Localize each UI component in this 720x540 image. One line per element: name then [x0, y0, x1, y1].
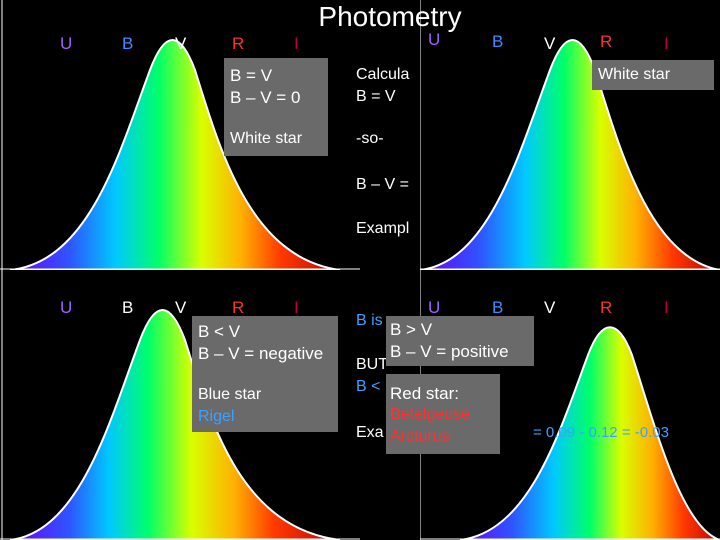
red-box-top: B > V B – V = positive	[386, 316, 534, 366]
spectrum-curve-top-right	[420, 0, 720, 270]
but-text: BUT	[356, 356, 388, 373]
band-label-v: V	[544, 34, 556, 53]
band-label-r: R	[232, 34, 245, 53]
spectrum-panel-bottom-left: U B V R I B < V B – V = negative Blue st…	[0, 270, 360, 540]
band-label-u: U	[60, 298, 73, 317]
band-label-i: I	[664, 34, 669, 53]
band-label-i: I	[294, 34, 299, 53]
spectrum-panel-top-right: U B V R I White star	[420, 0, 720, 270]
exa-text: Exa	[356, 424, 384, 441]
blue-box-line2: B – V = negative	[198, 344, 324, 363]
band-label-b: B	[122, 34, 134, 53]
spectrum-curve-bottom-left	[0, 270, 360, 540]
band-label-u: U	[60, 34, 73, 53]
band-label-r: R	[232, 298, 245, 317]
band-label-i: I	[664, 298, 669, 317]
band-label-v: V	[175, 298, 187, 317]
page-title: Photometry	[318, 1, 462, 32]
blue-box-star-name: Rigel	[198, 408, 235, 425]
band-label-u: U	[428, 298, 441, 317]
b-is-text: B is	[356, 312, 383, 329]
spectrum-panel-bottom-right: U B V R I = 0.09 - 0.12 = -0.03 B > V B …	[386, 270, 720, 540]
band-label-b: B	[122, 298, 134, 317]
white-star-box-small: White star	[592, 60, 714, 90]
so-text: -so-	[356, 130, 384, 147]
red-box-line3: Red star:	[390, 384, 459, 403]
band-label-i: I	[294, 298, 299, 317]
band-label-r: R	[600, 298, 613, 317]
b-less-text: B <	[356, 378, 381, 395]
b-minus-v-text: B – V =	[356, 176, 409, 193]
red-box-star-name-1: Betelgeuse	[390, 406, 471, 423]
band-label-b: B	[492, 32, 504, 51]
b-equals-v-text: B = V	[356, 88, 396, 105]
spectrum-curve-top-left	[0, 0, 360, 270]
example-values-text: = 0.09 - 0.12 = -0.03	[533, 424, 669, 441]
red-box-star-name-2: Arcturus	[390, 428, 450, 445]
blue-star-box: B < V B – V = negative Blue star Rigel	[192, 316, 338, 432]
red-box-line2: B – V = positive	[390, 342, 509, 361]
band-label-u: U	[428, 30, 441, 49]
white-box-line3: White star	[230, 130, 303, 147]
white-star-small-label: White star	[598, 66, 671, 83]
red-box-line1: B > V	[390, 320, 433, 339]
band-label-v: V	[175, 34, 187, 53]
spectrum-curve-bottom-right	[420, 270, 720, 540]
band-label-b: B	[492, 298, 504, 317]
spectrum-panel-top-left: U B V R I B = V B – V = 0 White star	[0, 0, 360, 270]
white-box-line2: B – V = 0	[230, 88, 301, 107]
red-star-box-wrapper: B > V B – V = positive Red star: Betelge…	[386, 316, 534, 502]
calculation-text: Calcula	[356, 66, 410, 83]
band-label-r: R	[600, 32, 613, 51]
white-box-line1: B = V	[230, 66, 273, 85]
example-text: Exampl	[356, 220, 410, 237]
red-box-bottom: Red star: Betelgeuse Arcturus	[386, 374, 500, 454]
blue-box-line3: Blue star	[198, 386, 262, 403]
white-star-box: B = V B – V = 0 White star	[224, 58, 328, 156]
band-label-v: V	[544, 298, 556, 317]
blue-box-line1: B < V	[198, 322, 241, 341]
